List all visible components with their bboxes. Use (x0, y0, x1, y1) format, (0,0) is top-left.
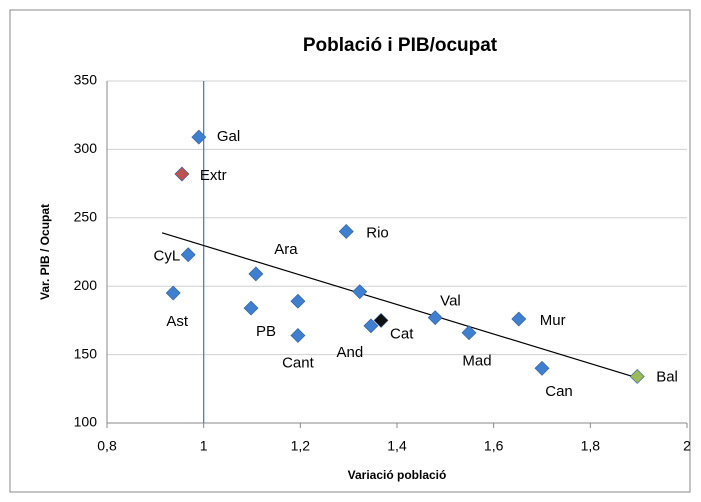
y-tick-label: 150 (74, 345, 98, 361)
point-label: Rio (366, 224, 389, 241)
point (338, 224, 354, 239)
y-tick-label: 100 (74, 414, 98, 430)
point (290, 293, 306, 309)
point-label: PB (256, 323, 276, 340)
point-label: Extr (200, 167, 227, 184)
point-label: Val (440, 293, 461, 310)
point (191, 129, 207, 145)
point (511, 311, 527, 327)
point-label: CyL (154, 248, 181, 265)
point (363, 318, 379, 334)
point (290, 328, 306, 343)
point-label: Ara (274, 241, 298, 258)
trendline (161, 232, 638, 379)
point-label: Mad (462, 353, 491, 370)
point (248, 266, 264, 282)
point-label: Mur (540, 312, 566, 329)
y-tick-label: 350 (74, 72, 98, 88)
chart-title: Població i PIB/ocupat (303, 35, 498, 56)
x-tick-label: 1,2 (291, 438, 311, 454)
y-tick-label: 250 (74, 209, 98, 225)
point-label: Can (545, 383, 573, 400)
point (180, 247, 196, 263)
point-label: And (337, 344, 364, 361)
point (534, 360, 550, 376)
point-label: Cant (282, 354, 315, 371)
x-tick-label: 0,8 (97, 438, 117, 454)
point-label: Bal (656, 368, 678, 385)
point (165, 285, 181, 301)
x-tick-label: 1 (200, 438, 208, 454)
point (427, 310, 443, 326)
chart-border (9, 9, 691, 493)
y-axis-label: Var. PIB / Ocupat (38, 204, 52, 300)
y-tick-label: 200 (74, 277, 98, 293)
point-label: Gal (217, 128, 240, 145)
point (243, 300, 259, 316)
point-label: Ast (166, 313, 189, 330)
point (352, 284, 368, 300)
x-tick-label: 1,6 (484, 438, 504, 454)
x-tick-label: 1,8 (581, 438, 601, 454)
x-axis-label: Variació població (348, 468, 447, 482)
point (373, 312, 389, 328)
point (461, 325, 477, 341)
point (629, 369, 645, 384)
point (174, 166, 190, 182)
y-tick-label: 300 (74, 140, 98, 156)
x-tick-label: 2 (683, 438, 691, 454)
x-tick-label: 1,4 (387, 438, 407, 454)
point-label: Cat (390, 325, 414, 342)
